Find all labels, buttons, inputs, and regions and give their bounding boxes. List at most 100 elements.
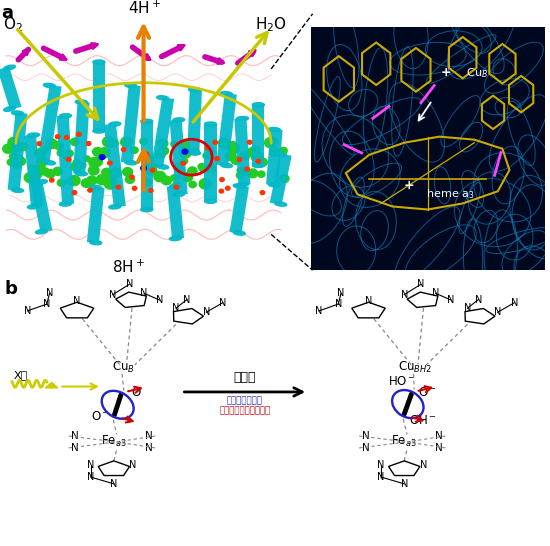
- Bar: [37, 85, 62, 163]
- Circle shape: [54, 141, 63, 150]
- Circle shape: [8, 138, 19, 147]
- Ellipse shape: [205, 122, 217, 126]
- Circle shape: [150, 168, 155, 172]
- Ellipse shape: [109, 205, 121, 209]
- Ellipse shape: [157, 96, 169, 100]
- Circle shape: [147, 156, 154, 162]
- Circle shape: [64, 155, 70, 160]
- Circle shape: [111, 140, 119, 146]
- Text: N: N: [129, 460, 137, 470]
- Circle shape: [71, 162, 82, 171]
- Circle shape: [188, 167, 197, 175]
- Circle shape: [229, 141, 237, 149]
- Circle shape: [89, 166, 99, 175]
- Ellipse shape: [4, 65, 15, 70]
- Text: a: a: [2, 4, 14, 22]
- Text: N: N: [365, 295, 372, 306]
- Ellipse shape: [268, 127, 280, 132]
- Bar: [187, 90, 202, 153]
- Circle shape: [181, 162, 185, 165]
- Circle shape: [88, 188, 92, 192]
- Ellipse shape: [221, 163, 233, 168]
- Text: N: N: [435, 443, 443, 453]
- Text: N: N: [510, 298, 518, 308]
- Bar: [121, 85, 141, 163]
- Circle shape: [179, 147, 191, 158]
- Circle shape: [198, 163, 206, 170]
- Circle shape: [50, 178, 54, 182]
- Bar: [0, 67, 21, 110]
- Circle shape: [248, 140, 252, 144]
- Text: N: N: [72, 431, 79, 441]
- Circle shape: [205, 146, 210, 150]
- Circle shape: [110, 168, 121, 177]
- Ellipse shape: [205, 199, 217, 203]
- Circle shape: [178, 167, 185, 173]
- Circle shape: [108, 161, 112, 165]
- Text: N: N: [494, 307, 502, 317]
- Text: O: O: [131, 386, 140, 399]
- Bar: [167, 186, 184, 239]
- Circle shape: [162, 176, 172, 185]
- Ellipse shape: [221, 92, 233, 96]
- Circle shape: [76, 132, 81, 136]
- Circle shape: [248, 147, 258, 157]
- Text: 光分解: 光分解: [234, 371, 256, 384]
- Circle shape: [116, 185, 120, 189]
- Circle shape: [69, 176, 80, 186]
- Text: N: N: [87, 472, 95, 482]
- Circle shape: [173, 181, 180, 187]
- Circle shape: [236, 172, 244, 179]
- Circle shape: [220, 177, 224, 181]
- Bar: [141, 121, 153, 210]
- Circle shape: [181, 141, 190, 150]
- Circle shape: [98, 148, 110, 158]
- Circle shape: [179, 141, 190, 151]
- Circle shape: [206, 164, 216, 173]
- Text: N: N: [400, 289, 408, 300]
- Circle shape: [148, 188, 153, 192]
- Circle shape: [123, 168, 133, 176]
- Bar: [252, 105, 265, 165]
- Ellipse shape: [268, 182, 280, 187]
- Circle shape: [101, 175, 113, 185]
- Text: +: +: [441, 67, 452, 79]
- Ellipse shape: [141, 207, 153, 212]
- Text: Cu$_{BH2}$: Cu$_{BH2}$: [398, 360, 432, 375]
- Ellipse shape: [173, 192, 185, 197]
- Circle shape: [207, 148, 214, 153]
- Ellipse shape: [125, 84, 137, 87]
- Text: N: N: [73, 295, 81, 306]
- Circle shape: [141, 166, 146, 171]
- Bar: [57, 116, 74, 204]
- Text: Fe$_{a3}$: Fe$_{a3}$: [392, 434, 417, 449]
- Bar: [104, 124, 126, 207]
- Ellipse shape: [4, 106, 15, 111]
- Circle shape: [279, 147, 287, 154]
- Circle shape: [182, 149, 188, 154]
- Text: N: N: [145, 431, 152, 441]
- Circle shape: [67, 157, 71, 161]
- Text: N: N: [110, 479, 118, 489]
- Ellipse shape: [75, 171, 87, 176]
- Circle shape: [189, 181, 196, 188]
- Circle shape: [87, 176, 97, 185]
- Text: H$_2$O: H$_2$O: [255, 15, 287, 34]
- Circle shape: [260, 191, 265, 194]
- Ellipse shape: [90, 185, 102, 189]
- Ellipse shape: [236, 182, 249, 187]
- Circle shape: [258, 171, 265, 177]
- Circle shape: [89, 157, 101, 167]
- Circle shape: [13, 145, 21, 152]
- Circle shape: [3, 144, 13, 153]
- Circle shape: [174, 185, 179, 189]
- Circle shape: [32, 179, 42, 188]
- Circle shape: [218, 138, 230, 149]
- Text: HO$^-$: HO$^-$: [388, 375, 416, 388]
- Text: N: N: [420, 460, 427, 470]
- Ellipse shape: [109, 122, 121, 126]
- Circle shape: [241, 168, 250, 175]
- Circle shape: [279, 175, 289, 182]
- Circle shape: [29, 165, 37, 172]
- Text: O$^-$: O$^-$: [91, 410, 111, 423]
